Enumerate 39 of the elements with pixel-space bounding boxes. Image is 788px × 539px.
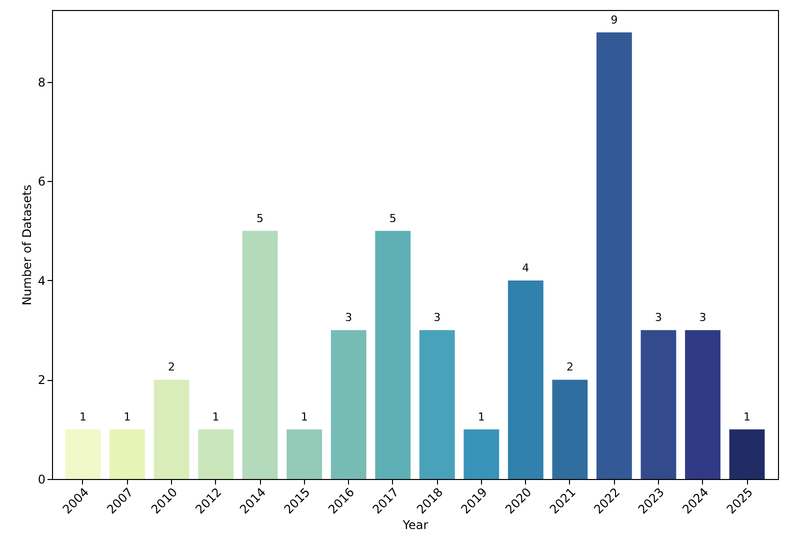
bar (375, 230, 411, 479)
x-axis-title: Year (402, 518, 428, 532)
data-label: 2 (168, 360, 176, 374)
bar (286, 429, 322, 479)
bar (65, 429, 101, 479)
data-label: 3 (434, 311, 441, 324)
bar (464, 429, 500, 479)
bar (729, 429, 765, 479)
data-label: 3 (345, 311, 352, 324)
data-label: 5 (256, 212, 264, 225)
data-label: 5 (389, 212, 396, 225)
bar (110, 429, 145, 479)
data-label: 3 (699, 311, 706, 324)
bar (154, 380, 190, 479)
y-axis-title: Number of Datasets (20, 184, 34, 306)
y-tick-label: 0 (38, 472, 46, 486)
data-label: 1 (478, 410, 485, 424)
y-tick-label: 6 (38, 174, 46, 189)
data-label: 4 (522, 261, 530, 274)
data-label: 1 (79, 410, 86, 424)
bar (596, 32, 632, 479)
bar (330, 330, 366, 479)
data-label: 1 (744, 410, 751, 424)
y-tick-label: 8 (38, 75, 46, 90)
bar (640, 330, 676, 479)
y-tick-label: 4 (38, 274, 46, 288)
data-label: 1 (300, 410, 308, 424)
data-label: 9 (610, 13, 618, 26)
data-label: 1 (124, 410, 131, 424)
bar (685, 330, 720, 479)
bar (508, 280, 544, 479)
data-label: 3 (654, 311, 662, 324)
data-label: 1 (212, 410, 220, 424)
bar (552, 380, 588, 479)
bar (242, 230, 278, 479)
y-tick-label: 2 (38, 373, 46, 388)
bar (419, 330, 455, 479)
data-label: 2 (566, 360, 574, 374)
bar (198, 429, 234, 479)
